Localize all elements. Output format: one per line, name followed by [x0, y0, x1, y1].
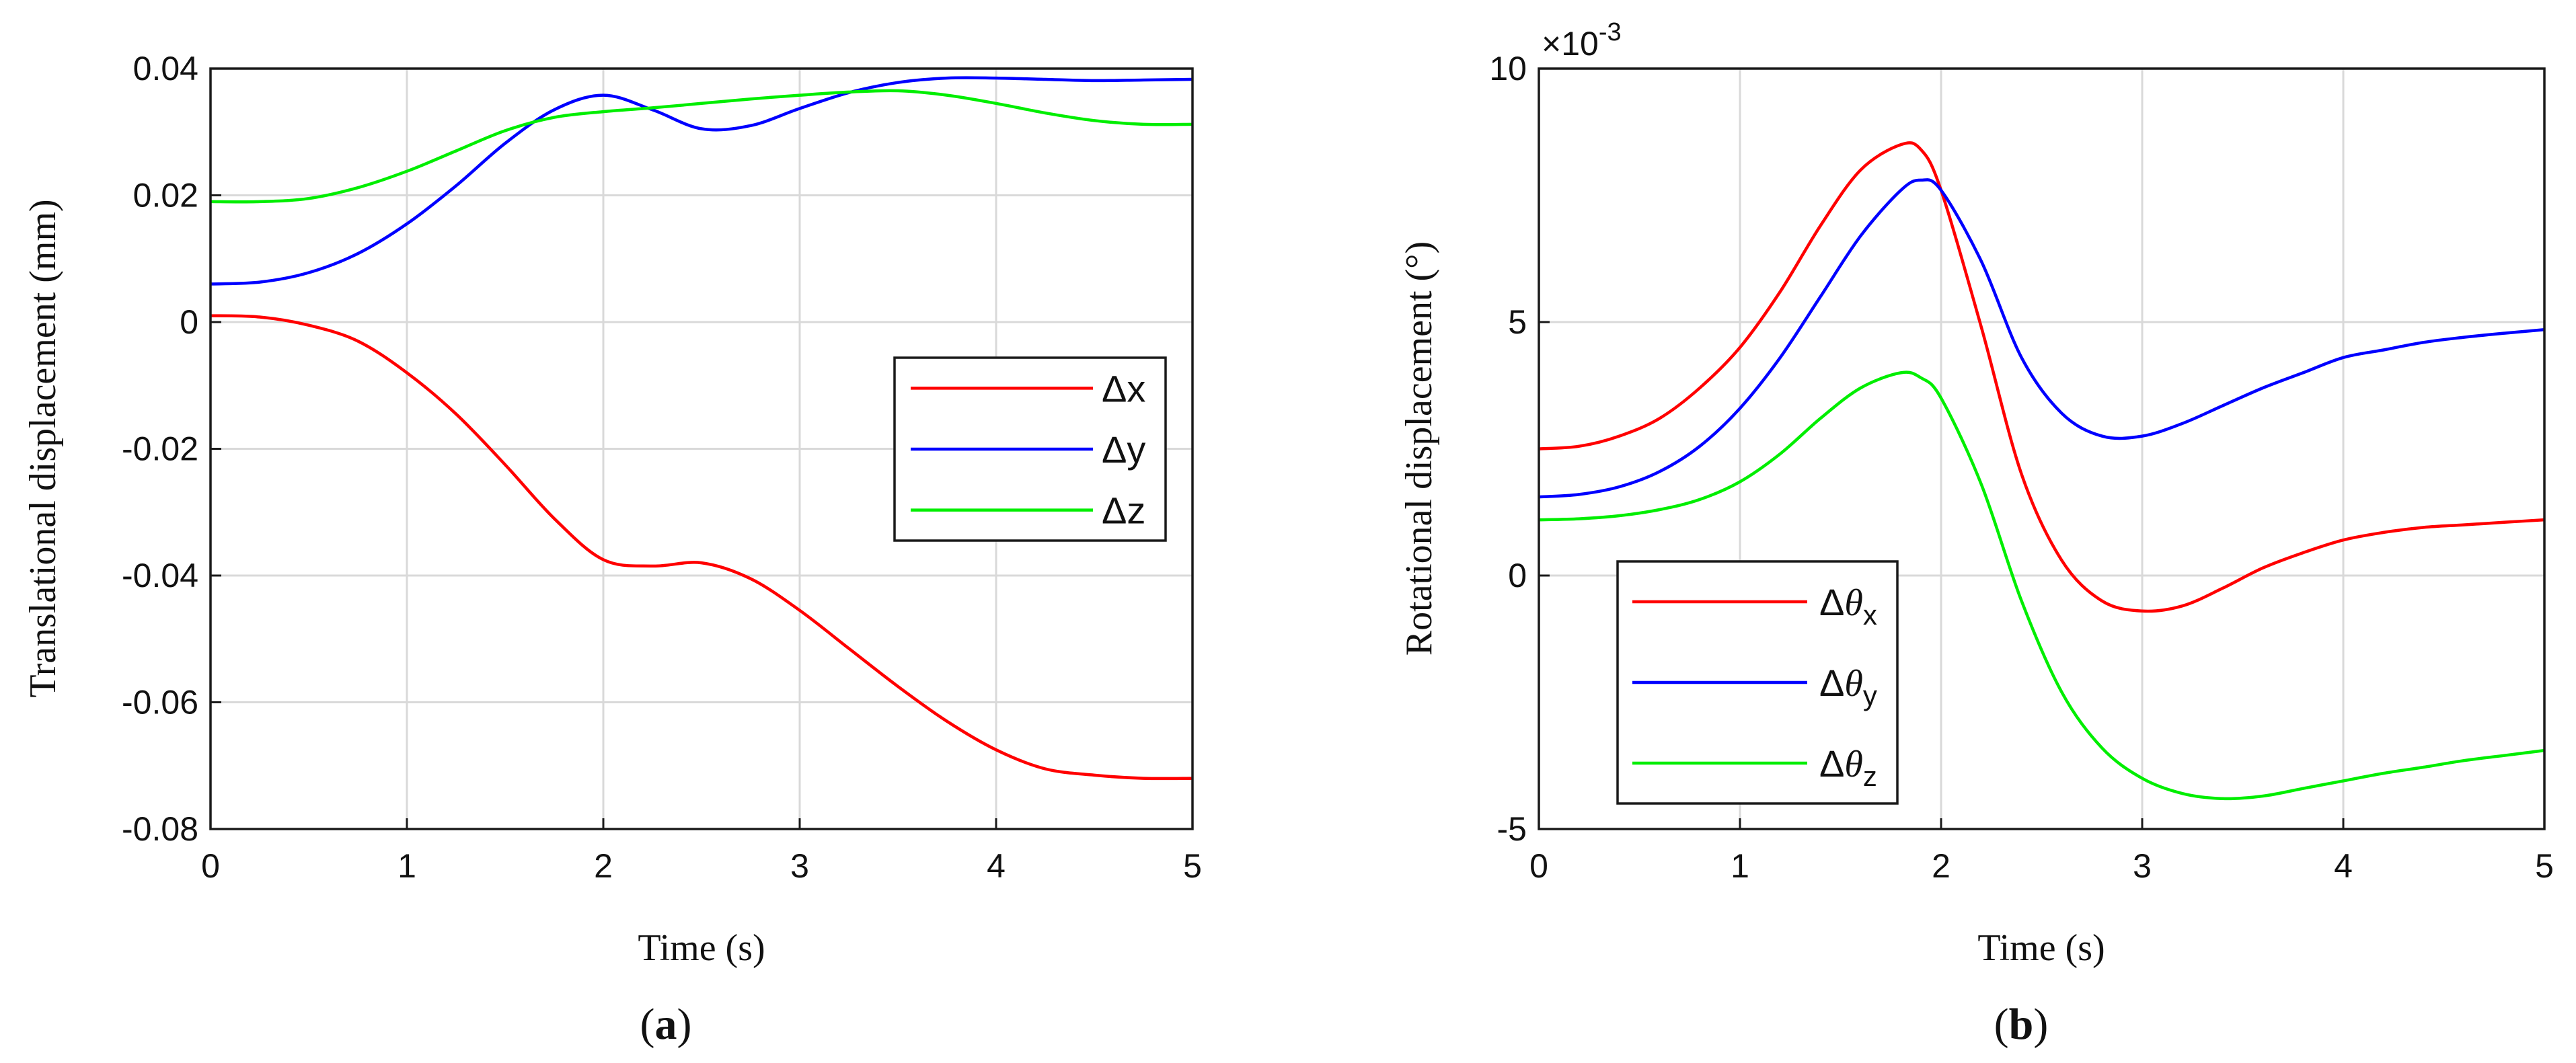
panel-b-y-tick-label-2: 5	[1508, 303, 1527, 341]
panel-b-legend-label-0: Δθx	[1819, 581, 1877, 631]
panel-a-series-layer	[210, 76, 1193, 781]
panel-b-x-ticks: 0 1 2 3 4 5	[1529, 818, 2554, 885]
panel-a-series-line-2	[210, 89, 1193, 204]
panel-a-caption: (a)	[640, 1000, 692, 1049]
panel-a-x-tick-label-0: 0	[201, 847, 220, 885]
panel-a-x-tick-label-1: 1	[397, 847, 416, 885]
panel-b-caption: (b)	[1994, 1000, 2049, 1049]
panel-a-y-tick-label-4: 0	[180, 303, 198, 341]
panel-b-x-tick-label-0: 0	[1529, 847, 1548, 885]
panel-b-x-tick-label-5: 5	[2535, 847, 2554, 885]
panel-a-y-tick-label-5: 0.02	[133, 177, 198, 214]
panel-b-x-tick-label-2: 2	[1932, 847, 1950, 885]
panel-b-legend-label-1: Δθy	[1819, 662, 1877, 711]
panel-b-series-line-0	[1538, 141, 2545, 613]
panel-a-x-tick-label-2: 2	[594, 847, 613, 885]
panel-b-gridlines	[1539, 69, 2544, 829]
panel-b-legend: Δθx Δθy Δθz	[1616, 560, 1899, 805]
panel-a-legend-label-0: Δx	[1102, 367, 1145, 409]
panel-b-series-line-2	[1538, 370, 2545, 801]
panel-b-y-ticks: -5 0 5 10	[1489, 50, 1550, 848]
panel-a-legend-label-2: Δz	[1102, 489, 1145, 532]
panel-a-x-ticks: 0 1 2 3 4 5	[201, 818, 1202, 885]
panel-a-legend: Δx Δy Δz	[893, 356, 1167, 542]
panel-a-y-tick-label-3: -0.02	[122, 430, 198, 468]
panel-a-y-axis-label: Translational displacement (mm)	[22, 199, 64, 697]
panel-a-legend-label-1: Δy	[1102, 428, 1145, 471]
panel-a-y-tick-label-1: -0.06	[122, 684, 198, 721]
panel-b-x-axis-label: Time (s)	[1977, 927, 2105, 969]
panel-b-x-tick-label-4: 4	[2334, 847, 2353, 885]
panel-b-legend-label-2: Δθz	[1819, 742, 1877, 792]
panel-b-series-layer	[1538, 141, 2545, 801]
panel-a-y-ticks: -0.08 -0.06 -0.04 -0.02 0 0.02 0.04	[122, 50, 221, 848]
panel-a-y-tick-label-2: -0.04	[122, 557, 198, 594]
panel-b-x-tick-label-1: 1	[1731, 847, 1749, 885]
panel-b-series-line-1	[1538, 178, 2545, 499]
panel-a-x-tick-label-4: 4	[987, 847, 1006, 885]
panel-b-y-tick-label-3: 10	[1489, 50, 1527, 87]
panel-b-x-tick-label-3: 3	[2133, 847, 2152, 885]
panel-b-y-exponent-label: ×10-3	[1542, 18, 1622, 63]
panel-a-translational-chart: 0 1 2 3 4 5 -0.08 -0.06 -0.04 -0.02 0 0.02 0.04 Tim…	[22, 50, 1202, 1049]
panel-a-gridlines	[211, 69, 1192, 829]
panel-a-series-line-1	[210, 76, 1193, 286]
panel-a-x-axis-label: Time (s)	[638, 927, 765, 969]
panel-a-x-tick-label-3: 3	[790, 847, 809, 885]
panel-b-y-tick-label-1: 0	[1508, 557, 1527, 594]
panel-b-y-axis-label: Rotational displacement (°)	[1398, 241, 1440, 656]
panel-a-series-line-0	[210, 314, 1193, 781]
panel-b-y-tick-label-0: -5	[1497, 810, 1527, 848]
panel-a-x-tick-label-5: 5	[1183, 847, 1202, 885]
panel-a-y-tick-label-6: 0.04	[133, 50, 198, 87]
panel-b-plot-frame	[1538, 67, 2546, 830]
panel-a-y-tick-label-0: -0.08	[122, 810, 198, 848]
